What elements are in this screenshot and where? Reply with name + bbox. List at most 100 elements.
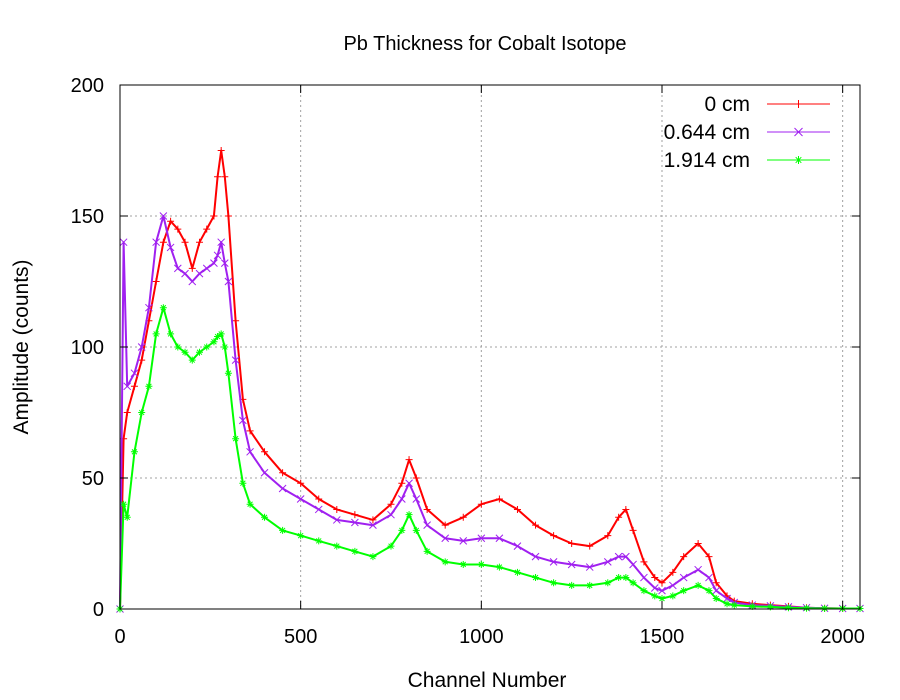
data-point	[622, 552, 630, 561]
data-point	[152, 330, 160, 338]
data-point	[640, 558, 648, 566]
data-point	[203, 225, 211, 233]
series-line	[119, 215, 860, 610]
data-point	[130, 369, 139, 378]
x-tick-label: 1000	[459, 626, 504, 648]
data-point	[173, 264, 182, 273]
data-point	[159, 212, 168, 220]
data-point	[567, 560, 576, 569]
data-point	[224, 212, 232, 220]
y-tick-label: 0	[93, 599, 104, 621]
data-point	[213, 251, 222, 260]
data-point	[238, 416, 247, 425]
data-point	[680, 587, 688, 595]
data-point	[459, 513, 467, 521]
data-point	[246, 500, 254, 508]
data-point	[614, 552, 623, 561]
y-tick-label: 100	[71, 337, 104, 359]
data-point	[532, 574, 540, 582]
data-point	[405, 511, 413, 519]
data-point	[221, 173, 229, 181]
data-point	[629, 579, 637, 587]
data-point	[803, 604, 811, 612]
ticks: 0 500 1000 1500 2000 0 50 100 150 200	[71, 75, 865, 648]
data-point	[130, 448, 138, 456]
data-point	[694, 581, 702, 589]
data-point	[705, 587, 713, 595]
data-point	[441, 521, 449, 529]
data-point	[398, 526, 406, 534]
data-point	[260, 468, 269, 477]
data-point	[669, 592, 677, 600]
data-point	[477, 534, 486, 543]
legend-swatch-marker	[794, 156, 803, 164]
data-point	[495, 495, 503, 503]
data-point	[217, 330, 225, 338]
data-point	[441, 558, 449, 566]
data-point	[412, 526, 420, 534]
data-point	[549, 557, 558, 566]
data-point	[210, 338, 218, 346]
data-point	[694, 540, 702, 547]
y-tick-label: 150	[71, 206, 104, 228]
data-point	[188, 356, 196, 364]
data-point	[532, 521, 540, 529]
data-point	[568, 581, 576, 589]
data-point	[405, 479, 413, 488]
data-point	[495, 534, 504, 543]
data-point	[766, 603, 774, 611]
series-layer	[116, 147, 864, 613]
data-point	[123, 382, 132, 391]
y-axis-title: Amplitude (counts)	[10, 259, 33, 434]
data-point	[705, 553, 713, 561]
data-point	[694, 565, 702, 574]
data-point	[603, 557, 612, 566]
data-point	[188, 264, 196, 272]
data-point	[412, 474, 420, 482]
data-point	[586, 542, 594, 550]
data-point	[202, 264, 211, 273]
data-point	[232, 317, 240, 325]
data-point	[369, 521, 377, 530]
data-point	[369, 553, 377, 561]
series-2	[116, 304, 864, 613]
data-point	[387, 542, 395, 550]
data-point	[629, 526, 637, 534]
data-point	[622, 505, 630, 513]
data-point	[333, 542, 341, 550]
data-point	[405, 456, 413, 464]
data-point	[221, 343, 229, 351]
data-point	[167, 330, 175, 338]
data-point	[615, 574, 623, 582]
data-point	[477, 560, 485, 568]
data-point	[145, 303, 153, 312]
data-point	[398, 479, 406, 487]
legend-swatch-marker	[794, 127, 803, 137]
data-point	[224, 277, 233, 286]
data-point	[604, 579, 612, 587]
data-point	[278, 484, 287, 493]
data-point	[296, 495, 305, 503]
data-point	[568, 540, 576, 547]
data-point	[748, 602, 756, 610]
data-point	[423, 547, 431, 555]
data-point	[246, 447, 254, 456]
data-point	[658, 586, 666, 595]
data-point	[119, 238, 128, 247]
data-point	[669, 568, 677, 576]
data-point	[214, 173, 222, 181]
legend-swatch-marker	[794, 100, 803, 108]
data-point	[369, 516, 377, 524]
data-point	[315, 537, 323, 545]
data-point	[513, 568, 521, 576]
data-point	[181, 269, 189, 278]
series-line	[119, 306, 860, 610]
data-point	[145, 382, 153, 390]
data-point	[188, 277, 197, 286]
y-tick-label: 50	[82, 468, 104, 490]
data-point	[513, 505, 521, 513]
data-point	[137, 343, 146, 351]
data-point	[412, 495, 421, 503]
